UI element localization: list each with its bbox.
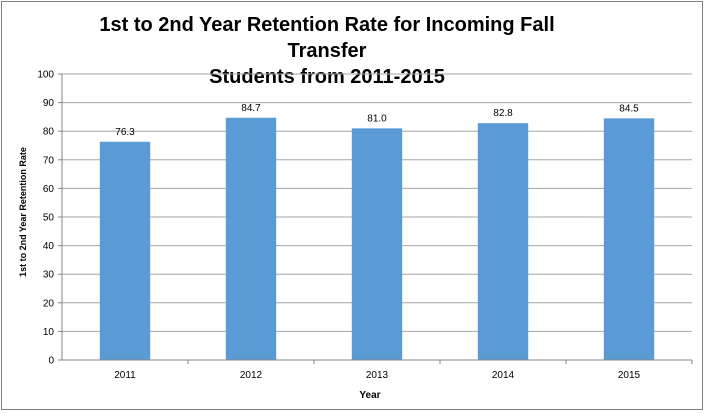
y-tick-label: 40 [43, 241, 55, 252]
y-tick-label: 60 [43, 184, 55, 195]
bar-2014 [477, 123, 529, 360]
y-tick-label: 0 [48, 356, 54, 367]
chart-title-line-2: Students from 2011-2015 [209, 66, 445, 88]
y-axis-title: 1st to 2nd Year Retention Rate [18, 147, 28, 277]
x-tick-label: 2013 [366, 370, 389, 381]
chart-title-line-1: 1st to 2nd Year Retention Rate for Incom… [99, 14, 555, 62]
x-tick-label: 2014 [492, 370, 515, 381]
bar-2013 [351, 128, 403, 360]
x-tick-label: 2012 [240, 370, 263, 381]
x-axis-title: Year [359, 390, 380, 401]
data-label: 76.3 [115, 127, 135, 138]
data-label: 84.7 [241, 103, 261, 114]
x-tick-label: 2011 [114, 370, 136, 381]
y-tick-label: 10 [43, 327, 55, 338]
y-tick-label: 50 [43, 213, 55, 224]
bar-2012 [225, 117, 277, 361]
axes [58, 73, 693, 364]
data-label: 81.0 [367, 113, 387, 124]
y-tick-label: 20 [43, 298, 55, 309]
y-tick-label: 30 [43, 270, 55, 281]
y-tick-label: 90 [43, 98, 55, 109]
bars [99, 117, 655, 361]
x-tick-label: 2015 [618, 370, 641, 381]
y-tick-label: 80 [43, 127, 55, 138]
y-tick-label: 100 [37, 70, 54, 81]
y-tick-label: 70 [43, 155, 55, 166]
bar-2015 [603, 118, 655, 360]
data-label: 82.8 [493, 108, 513, 119]
data-label: 84.5 [619, 103, 639, 114]
chart-title: 1st to 2nd Year Retention Rate for Incom… [62, 12, 592, 90]
labels: 0 10 20 30 40 50 60 70 80 90 100 76.3 2011 84.7 2012 81… [37, 70, 640, 382]
bar-2011 [99, 141, 151, 360]
